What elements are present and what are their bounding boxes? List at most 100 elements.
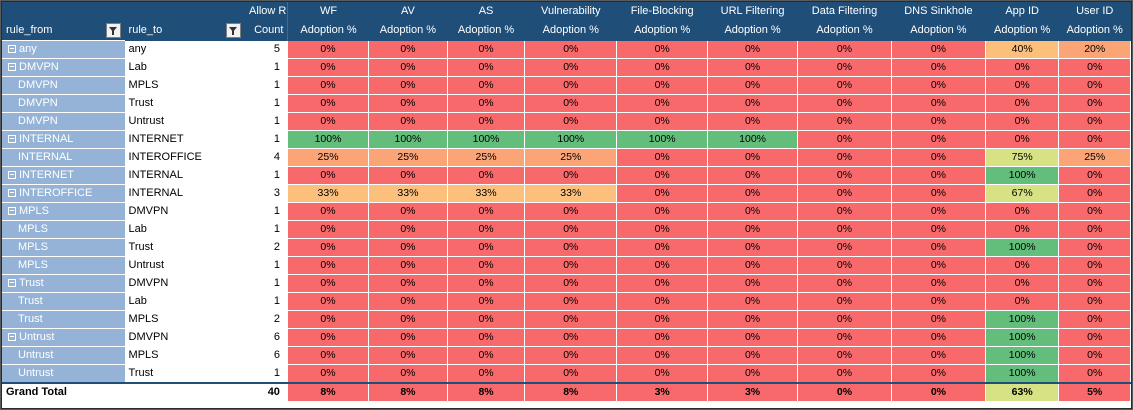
collapse-icon[interactable] (8, 171, 16, 180)
header-data-filtering-line1: Data Filtering (797, 2, 892, 20)
adoption-cell: 0% (368, 76, 448, 95)
adoption-cell: 0% (797, 130, 892, 149)
adoption-cell: 0% (1058, 256, 1131, 275)
rule-to-cell: Lab (124, 220, 246, 239)
adoption-cell: 0% (524, 202, 618, 221)
grand-total-adoption-cell: 3% (616, 382, 709, 402)
rule-to-filter-icon[interactable] (226, 23, 242, 39)
header-file-blocking-line1: File-Blocking (616, 2, 708, 20)
adoption-cell: 100% (287, 130, 370, 149)
rule-from-cell[interactable]: INTEROFFICE (2, 184, 125, 203)
adoption-cell: 0% (616, 184, 709, 203)
table-row: Untrust DMVPN 6 0% 0% 0% 0% 0% 0% 0% 0% 100% 0% (2, 328, 1131, 347)
adoption-cell: 20% (1058, 40, 1131, 59)
adoption-cell: 0% (368, 328, 448, 347)
adoption-cell: 0% (707, 76, 798, 95)
header-user-id-line1: User ID (1058, 2, 1131, 20)
rule-from-cell[interactable]: any (2, 40, 125, 59)
adoption-cell: 0% (985, 220, 1060, 239)
collapse-icon[interactable] (8, 189, 16, 198)
adoption-cell: 0% (616, 76, 709, 95)
rule-from-cell: Trust (2, 292, 125, 311)
adoption-cell: 0% (287, 310, 370, 329)
adoption-cell: 0% (447, 40, 526, 59)
allow-rule-count-cell: 1 (245, 292, 288, 311)
adoption-cell: 0% (524, 256, 618, 275)
adoption-cell: 0% (447, 310, 526, 329)
adoption-cell: 0% (891, 40, 986, 59)
adoption-cell: 0% (287, 94, 370, 113)
adoption-cell: 0% (1058, 346, 1131, 365)
adoption-cell: 0% (891, 166, 986, 185)
header-rule-from[interactable]: rule_from (2, 20, 125, 41)
adoption-cell: 100% (368, 130, 448, 149)
rule-from-cell: MPLS (2, 256, 125, 275)
rule-from-cell[interactable]: DMVPN (2, 58, 125, 77)
rule-to-cell: MPLS (124, 346, 246, 365)
rule-from-cell[interactable]: INTERNET (2, 166, 125, 185)
rule-from-cell: INTERNAL (2, 148, 125, 167)
collapse-icon[interactable] (8, 45, 16, 54)
grand-total-adoption-cell: 8% (447, 382, 526, 402)
adoption-cell: 0% (616, 292, 709, 311)
rule-from-value: any (19, 43, 37, 55)
adoption-cell: 0% (707, 346, 798, 365)
grand-total-row: Grand Total 40 8% 8% 8% 8% 3% 3% 0% 0% 63% 5% (2, 382, 1131, 402)
adoption-cell: 0% (797, 58, 892, 77)
adoption-cell: 0% (287, 364, 370, 384)
rule-to-cell: Trust (124, 94, 246, 113)
rule-from-value: Untrust (18, 349, 54, 361)
adoption-cell: 0% (797, 364, 892, 384)
table-row: INTERNAL INTERNET 1 100% 100% 100% 100% 100% 100… (2, 130, 1131, 149)
collapse-icon[interactable] (8, 207, 16, 216)
adoption-cell: 0% (707, 58, 798, 77)
adoption-cell: 0% (447, 256, 526, 275)
rule-from-cell[interactable]: INTERNAL (2, 130, 125, 149)
adoption-cell: 0% (368, 310, 448, 329)
adoption-cell: 67% (985, 184, 1060, 203)
adoption-cell: 0% (616, 310, 709, 329)
adoption-cell: 0% (287, 112, 370, 131)
adoption-cell: 0% (891, 130, 986, 149)
collapse-icon[interactable] (8, 279, 16, 288)
adoption-cell: 0% (616, 274, 709, 293)
header-rule-to[interactable]: rule_to (124, 20, 246, 41)
rule-from-cell[interactable]: Trust (2, 274, 125, 293)
rule-to-cell: DMVPN (124, 328, 246, 347)
header-app-id-line2: Adoption % (985, 20, 1059, 41)
collapse-icon[interactable] (8, 135, 16, 144)
rule-from-cell[interactable]: MPLS (2, 202, 125, 221)
adoption-cell: 0% (891, 364, 986, 384)
rule-to-cell: MPLS (124, 76, 246, 95)
rule-to-label: rule_to (128, 24, 163, 37)
header-wf-line1: WF (287, 2, 369, 20)
rule-from-value: DMVPN (18, 97, 58, 109)
adoption-cell: 0% (891, 184, 986, 203)
adoption-cell: 0% (616, 220, 709, 239)
table-row: MPLS DMVPN 1 0% 0% 0% 0% 0% 0% 0% 0% 0% 0% (2, 202, 1131, 221)
collapse-icon[interactable] (8, 63, 16, 72)
adoption-cell: 0% (797, 256, 892, 275)
rule-from-cell: Untrust (2, 346, 125, 365)
rule-to-cell: Trust (124, 238, 246, 257)
allow-rule-count-cell: 6 (245, 346, 288, 365)
adoption-cell: 0% (447, 346, 526, 365)
rule-from-filter-icon[interactable] (105, 23, 121, 38)
adoption-cell: 0% (524, 238, 618, 257)
rule-from-value: MPLS (18, 259, 48, 271)
adoption-cell: 40% (985, 40, 1060, 59)
adoption-cell: 25% (368, 148, 448, 167)
allow-rule-count-cell: 2 (245, 238, 288, 257)
collapse-icon[interactable] (8, 333, 16, 342)
adoption-cell: 0% (891, 274, 986, 293)
grand-total-label: Grand Total (2, 382, 246, 402)
adoption-cell: 0% (1058, 112, 1131, 131)
adoption-cell: 0% (891, 202, 986, 221)
grand-total-adoption-cell: 8% (368, 382, 448, 402)
adoption-cell: 0% (797, 274, 892, 293)
header-wf-line2: Adoption % (287, 20, 369, 41)
adoption-cell: 0% (524, 166, 618, 185)
adoption-cell: 0% (616, 40, 709, 59)
adoption-cell: 0% (287, 40, 370, 59)
rule-from-cell[interactable]: Untrust (2, 328, 125, 347)
